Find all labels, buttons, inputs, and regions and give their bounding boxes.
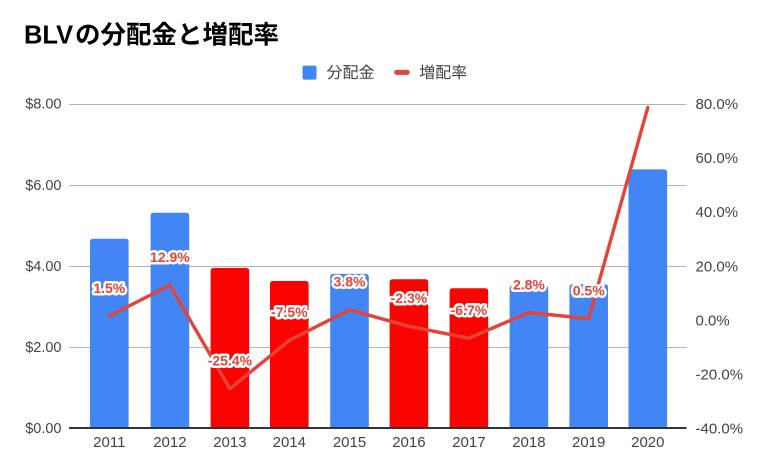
svg-text:2011: 2011 (93, 434, 125, 451)
svg-text:80.0%: 80.0% (696, 96, 739, 113)
svg-text:-40.0%: -40.0% (696, 420, 744, 437)
svg-text:2019: 2019 (572, 434, 605, 451)
svg-text:-25.4%: -25.4% (208, 353, 253, 369)
svg-text:2013: 2013 (213, 434, 246, 451)
svg-text:-6.7%: -6.7% (451, 302, 488, 318)
svg-text:2017: 2017 (452, 434, 485, 451)
svg-text:0.5%: 0.5% (573, 283, 605, 299)
svg-text:2020: 2020 (631, 434, 664, 451)
svg-text:60.0%: 60.0% (696, 150, 739, 167)
svg-text:12.9%: 12.9% (150, 249, 190, 265)
svg-text:2012: 2012 (153, 434, 186, 451)
svg-text:0.0%: 0.0% (696, 312, 730, 329)
svg-text:-7.5%: -7.5% (271, 304, 308, 320)
svg-text:2018: 2018 (512, 434, 545, 451)
svg-text:2016: 2016 (392, 434, 425, 451)
svg-text:2015: 2015 (333, 434, 366, 451)
svg-text:-20.0%: -20.0% (696, 367, 744, 384)
svg-text:2.8%: 2.8% (513, 276, 545, 292)
svg-text:$0.00: $0.00 (25, 421, 61, 437)
svg-text:BLV: BLV (24, 22, 73, 50)
svg-text:$2.00: $2.00 (25, 340, 61, 356)
svg-text:$4.00: $4.00 (25, 259, 61, 275)
svg-text:$6.00: $6.00 (25, 178, 61, 194)
svg-text:1.5%: 1.5% (93, 280, 125, 296)
svg-text:3.8%: 3.8% (334, 274, 366, 290)
svg-text:$8.00: $8.00 (25, 97, 61, 113)
svg-text:20.0%: 20.0% (696, 258, 739, 275)
svg-text:2014: 2014 (273, 434, 306, 451)
svg-text:-2.3%: -2.3% (391, 290, 428, 306)
svg-text:40.0%: 40.0% (696, 204, 739, 221)
